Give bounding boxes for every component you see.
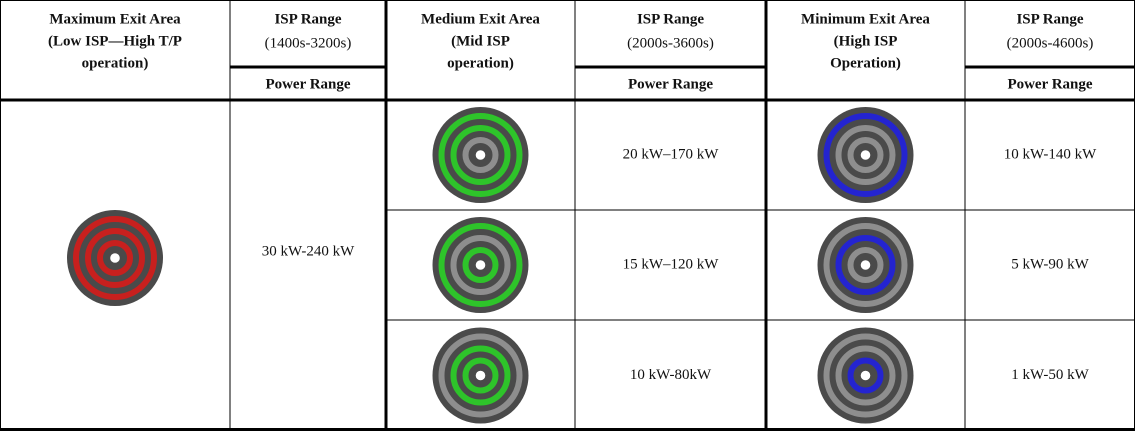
icon-center (857, 146, 874, 164)
header-text: Maximum Exit Area (49, 11, 181, 27)
power-range: 10 kW-140 kW (1004, 146, 1097, 162)
icon-ring (823, 113, 908, 197)
icon-ring (450, 125, 511, 185)
icon-center (472, 256, 489, 274)
header-text: ISP Range (637, 11, 704, 27)
icon-ring (438, 113, 523, 197)
power-range: 30 kW-240 kW (262, 243, 355, 259)
icon-ring (97, 240, 133, 276)
icon-ring (73, 216, 157, 300)
header-text: ISP Range (274, 11, 341, 27)
icon-ring (835, 125, 896, 185)
icon-center (472, 146, 489, 164)
icon-center (857, 256, 874, 274)
icon-ring (847, 137, 884, 173)
header-text: (Mid ISP (451, 33, 510, 49)
header-text: (Low ISP—High T/P (48, 33, 182, 49)
icon-ring (835, 235, 896, 295)
power-range: 5 kW-90 kW (1011, 256, 1089, 272)
header-text: operation) (82, 55, 149, 71)
header-text: (High ISP (834, 33, 898, 49)
header-text: (2000s-3600s) (627, 35, 714, 51)
header-text: ISP Range (1016, 11, 1083, 27)
icon-ring (847, 247, 884, 283)
icon-ring (823, 223, 908, 307)
icon-ring (847, 357, 884, 394)
icon-center (106, 249, 124, 267)
icon-ring (438, 333, 523, 418)
header-text: Power Range (628, 76, 713, 92)
icon-ring (438, 223, 523, 307)
header-text: Power Range (1007, 76, 1092, 92)
icon-center (857, 367, 874, 384)
header-text: Medium Exit Area (421, 11, 540, 27)
icon-ring (835, 345, 896, 406)
icon-ring (462, 247, 499, 283)
icon-ring (85, 228, 145, 288)
header-text: Minimum Exit Area (801, 11, 930, 27)
icon-ring (450, 345, 511, 406)
header-text: Power Range (265, 76, 350, 92)
power-range: 10 kW-80kW (630, 367, 712, 383)
power-range: 20 kW–170 kW (623, 146, 720, 162)
header-text: (2000s-4600s) (1007, 35, 1094, 51)
power-range: 15 kW–120 kW (623, 256, 720, 272)
icon-center (472, 367, 489, 384)
icon-ring (823, 333, 908, 418)
icon-ring (450, 235, 511, 295)
power-range: 1 kW-50 kW (1011, 367, 1089, 383)
header-text: (1400s-3200s) (265, 35, 352, 51)
header-text: operation) (447, 55, 514, 71)
icon-ring (462, 357, 499, 394)
icon-ring (462, 137, 499, 173)
header-text: Operation) (830, 55, 901, 71)
